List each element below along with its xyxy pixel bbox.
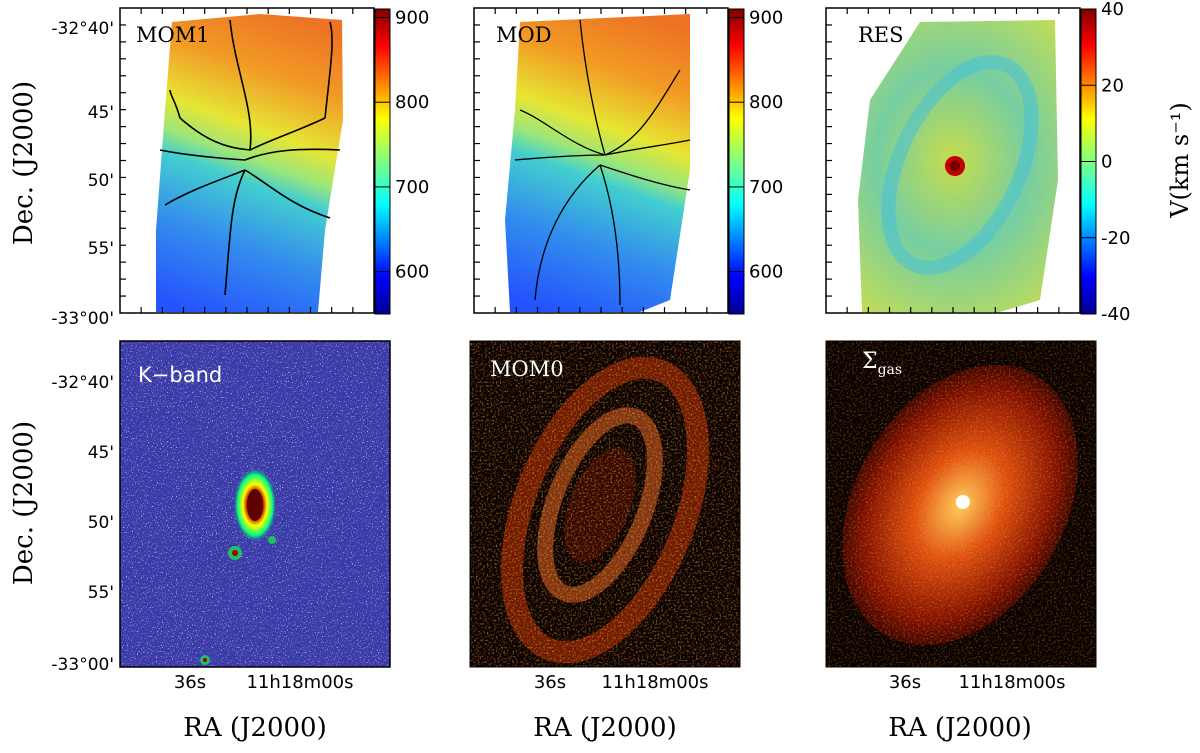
dec-tick-label: -32°40' [51,19,114,39]
ra-tick-label: 11h18m00s [958,672,1065,693]
panel-mom0: MOM0 [469,340,741,668]
dec-ticks-bottom: -32°40' 45' 50' 55' -33°00' [51,373,114,675]
colorbar-tick-label: 40 [1101,0,1124,20]
colorbar-tick-label: -20 [1101,228,1130,249]
dec-tick-label: -32°40' [51,373,114,393]
dec-tick-label: 50' [88,513,114,533]
dec-tick-label: 55' [88,583,114,603]
y-axis-label-bottom: Dec. (J2000) [9,421,39,585]
dec-tick-label: 50' [88,171,114,191]
panel-label-res: RES [858,23,904,47]
y-axis-label-top: Dec. (J2000) [9,81,39,245]
dec-tick-label: -33°00' [51,655,114,675]
dec-tick-label: 55' [88,239,114,259]
panel-mom1: MOM1 600 700 800 900 [119,7,429,315]
colorbar-res-ticks: 40 20 0 -20 -40 [1081,0,1130,325]
ra-ticks: 36s 11h18m00s 36s 11h18m00s 36s 11h18m00s [174,672,1066,693]
ra-tick-label: 36s [174,672,206,693]
panel-sigma-gas: Σgas [825,340,1097,668]
panel-label-sigma-gas-sub: gas [878,362,903,378]
colorbar-res-label: V(km s⁻¹) [1166,102,1194,219]
colorbar-tick-label: 20 [1101,75,1124,96]
frame-ticks [120,8,1060,313]
colorbar-tick-label: 600 [395,262,429,283]
panel-res: RES 40 20 0 -20 -40 V(km s⁻¹) [825,0,1194,325]
colorbar-tick-label: 900 [749,7,783,28]
model-contours [514,19,691,306]
dec-tick-label: -33°00' [51,309,114,329]
colorbar-mod [728,8,745,315]
panel-label-kband: K−band [138,363,222,387]
colorbar-tick-label: 0 [1101,152,1112,173]
panel-label-mom1: MOM1 [136,23,210,47]
ra-tick-label: 36s [534,672,566,693]
dec-tick-label: 45' [88,103,114,123]
panel-kband: K−band [119,340,391,668]
colorbar-tick-label: 800 [395,92,429,113]
colorbar-tick-label: 600 [749,262,783,283]
x-axis-label-2: RA (J2000) [533,713,677,743]
panel-label-sigma-gas: Σgas [862,349,902,378]
colorbar-mod-ticks: 600 700 800 900 [729,7,783,283]
colorbar-tick-label: 900 [395,7,429,28]
ra-tick-label: 11h18m00s [601,672,708,693]
colorbar-mom1-ticks: 600 700 800 900 [375,7,429,283]
colorbar-tick-label: 700 [395,177,429,198]
ra-tick-label: 36s [889,672,921,693]
isovelocity-contours [159,19,341,296]
ra-tick-label: 11h18m00s [246,672,353,693]
dec-ticks-top: -32°40' 45' 50' 55' -33°00' [51,19,114,329]
colorbar-tick-label: -40 [1101,304,1130,325]
panel-label-mom0: MOM0 [490,357,564,381]
panel-mod: MOD 600 700 800 900 [473,7,783,315]
x-axis-label-3: RA (J2000) [888,713,1032,743]
colorbar-tick-label: 800 [749,92,783,113]
colorbar-tick-label: 700 [749,177,783,198]
dec-tick-label: 45' [88,443,114,463]
x-axis-label-1: RA (J2000) [183,713,327,743]
panel-label-mod: MOD [496,23,552,47]
colorbar-mom1 [374,8,391,315]
